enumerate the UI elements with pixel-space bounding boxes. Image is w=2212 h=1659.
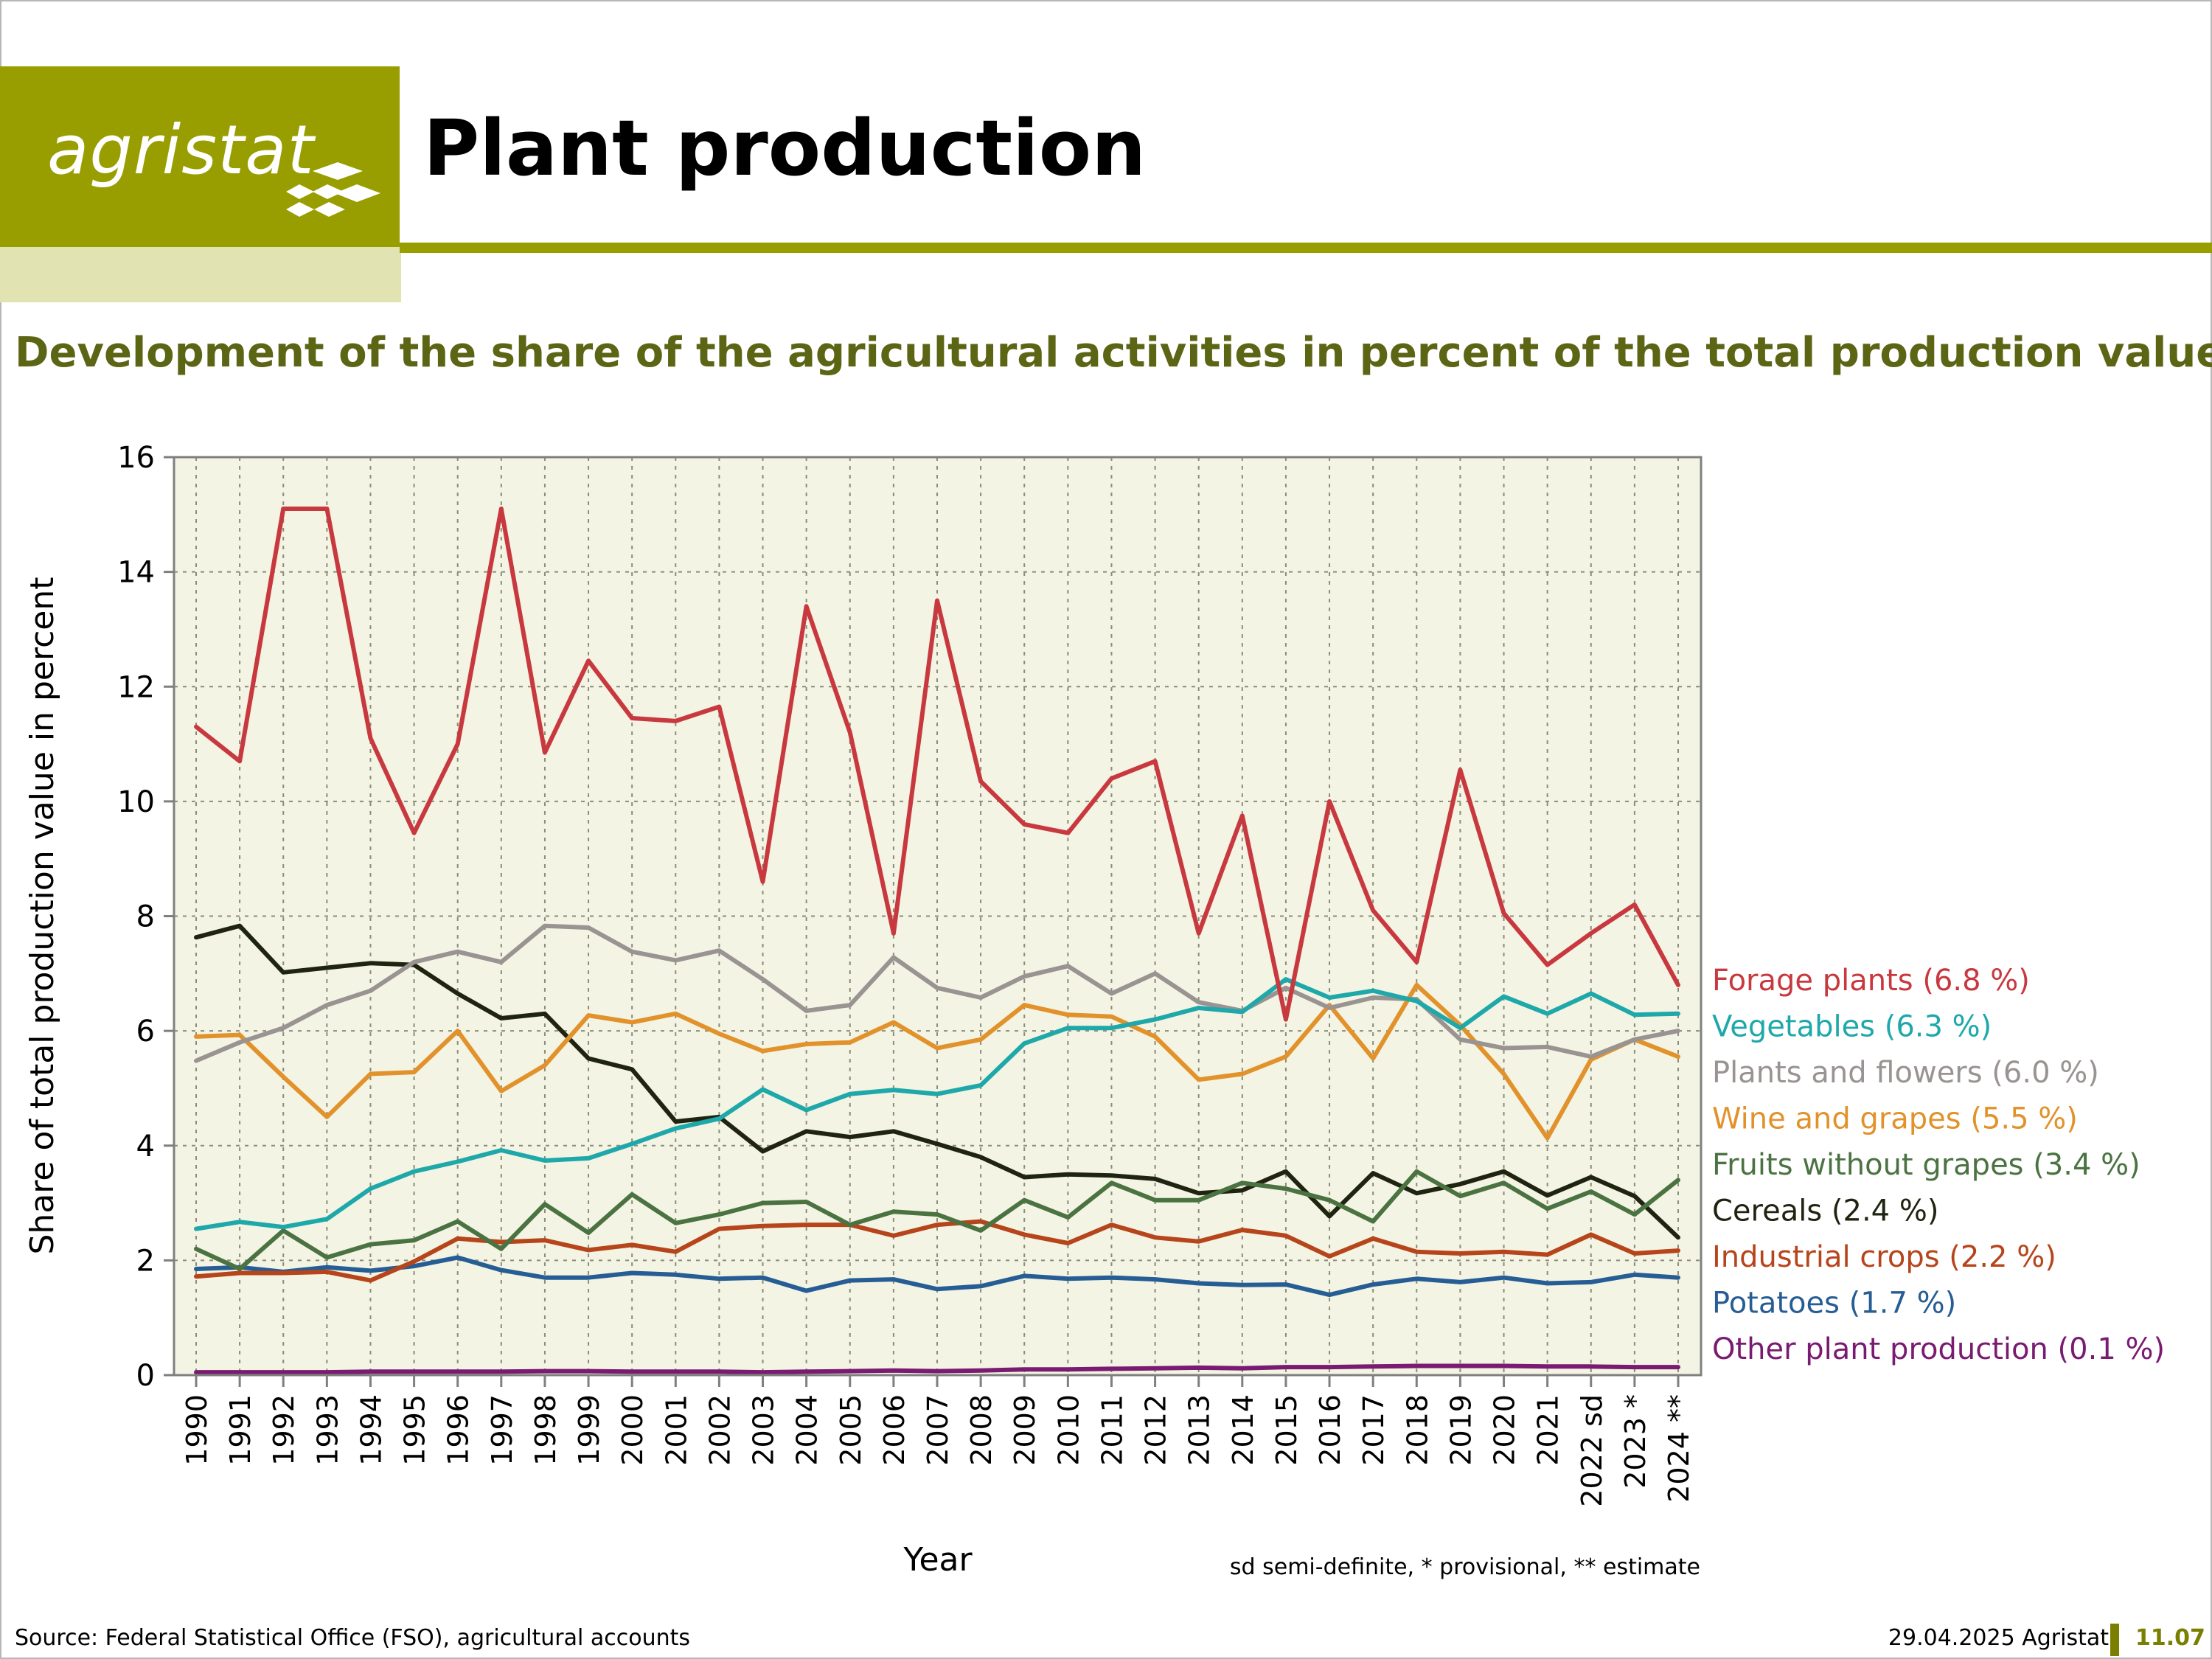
legend-entry: Fruits without grapes (3.4 %)	[1712, 1148, 2140, 1182]
series-line	[194, 1169, 1680, 1271]
x-tick-label: 2003	[748, 1394, 780, 1466]
x-tick-label: 1993	[311, 1394, 344, 1466]
x-axis-label: Year	[902, 1541, 973, 1579]
x-tick-label: 2005	[835, 1394, 867, 1466]
x-tick-label: 2009	[1009, 1394, 1041, 1466]
x-tick-label: 2004	[791, 1394, 824, 1466]
title-rule	[400, 243, 2212, 253]
y-tick-label: 16	[117, 441, 155, 475]
legend-entry: Forage plants (6.8 %)	[1712, 964, 2030, 998]
x-tick-label: 2007	[922, 1394, 954, 1466]
x-tick-label: 2022 sd	[1576, 1394, 1608, 1507]
page-number: 11.07	[2135, 1625, 2205, 1651]
series-line	[194, 923, 1680, 1240]
x-tick-label: 1992	[268, 1394, 300, 1466]
x-tick-label: 1997	[486, 1394, 518, 1466]
page-marker	[2110, 1624, 2119, 1656]
x-tick-label: 2011	[1096, 1394, 1128, 1466]
x-tick-label: 2023 *	[1619, 1394, 1652, 1489]
y-tick-label: 0	[136, 1359, 155, 1393]
series-group	[194, 507, 1680, 1375]
x-tick-label: 1998	[529, 1394, 562, 1466]
y-tick-label: 2	[136, 1244, 155, 1278]
logo-box	[0, 66, 400, 247]
series-line	[194, 982, 1680, 1141]
x-tick-label: 2008	[965, 1394, 998, 1466]
x-tick-label: 2015	[1270, 1394, 1303, 1466]
x-tick-label: 2024 **	[1663, 1394, 1695, 1503]
y-tick-label: 4	[136, 1130, 155, 1164]
y-tick-label: 14	[117, 556, 155, 590]
legend-entry: Potatoes (1.7 %)	[1712, 1287, 1956, 1321]
x-tick-label: 2001	[660, 1394, 692, 1466]
source-note: Source: Federal Statistical Office (FSO)…	[15, 1625, 691, 1651]
footnote-legend: sd semi-definite, * provisional, ** esti…	[1230, 1554, 1700, 1580]
y-axis-label: Share of total production value in perce…	[24, 577, 61, 1255]
x-tick-label: 2019	[1444, 1394, 1477, 1466]
legend-entry: Cereals (2.4 %)	[1712, 1194, 1938, 1228]
legend-entry: Industrial crops (2.2 %)	[1712, 1240, 2056, 1274]
x-tick-label: 2012	[1140, 1394, 1172, 1466]
series-line	[194, 507, 1680, 1022]
y-tick-label: 8	[136, 900, 155, 934]
series-line	[194, 1363, 1680, 1375]
page-title: Plant production	[423, 103, 1147, 193]
x-tick-label: 2017	[1357, 1394, 1390, 1466]
x-tick-label: 2016	[1314, 1394, 1346, 1466]
x-tick-label: 2020	[1489, 1394, 1521, 1466]
x-axis: 1990 1991 1992 1993 1994 1995 1996 1997 1998 1999…	[181, 1375, 1695, 1507]
x-tick-label: 2021	[1532, 1394, 1565, 1466]
x-tick-label: 2006	[878, 1394, 911, 1466]
y-tick-label: 10	[117, 785, 155, 819]
legend-entry: Vegetables (6.3 %)	[1712, 1010, 1992, 1044]
y-tick-label: 12	[117, 670, 155, 704]
date-stamp: 29.04.2025 Agristat	[1888, 1625, 2109, 1651]
series-line	[194, 923, 1680, 1063]
x-tick-label: 2014	[1227, 1394, 1259, 1466]
x-tick-label: 1991	[224, 1394, 257, 1466]
x-tick-label: 2000	[616, 1394, 649, 1466]
legend: Forage plants (6.8 %) Vegetables (6.3 %) P…	[1712, 964, 2165, 1366]
y-axis: 0 2 4 6 8 10 12 14 16	[117, 441, 174, 1393]
x-tick-label: 1995	[399, 1394, 431, 1466]
legend-entry: Plants and flowers (6.0 %)	[1712, 1056, 2099, 1090]
x-tick-label: 1994	[355, 1394, 387, 1466]
logo-shadow	[0, 247, 401, 302]
x-tick-label: 2013	[1183, 1394, 1216, 1466]
x-tick-label: 2018	[1401, 1394, 1433, 1466]
y-tick-label: 6	[136, 1015, 155, 1048]
logo-text: agristat	[47, 111, 315, 189]
x-tick-label: 1999	[573, 1394, 605, 1466]
legend-entry: Wine and grapes (5.5 %)	[1712, 1102, 2078, 1136]
series-line	[194, 1219, 1680, 1283]
x-tick-label: 1990	[181, 1394, 213, 1466]
x-tick-label: 1996	[442, 1394, 475, 1466]
x-tick-label: 2002	[703, 1394, 736, 1466]
legend-entry: Other plant production (0.1 %)	[1712, 1332, 2165, 1366]
series-line	[194, 1255, 1680, 1298]
logo-diamonds-icon	[286, 162, 380, 217]
series-line	[194, 977, 1680, 1231]
x-tick-label: 2010	[1052, 1394, 1085, 1466]
chart-title: Development of the share of the agricult…	[15, 329, 2212, 377]
